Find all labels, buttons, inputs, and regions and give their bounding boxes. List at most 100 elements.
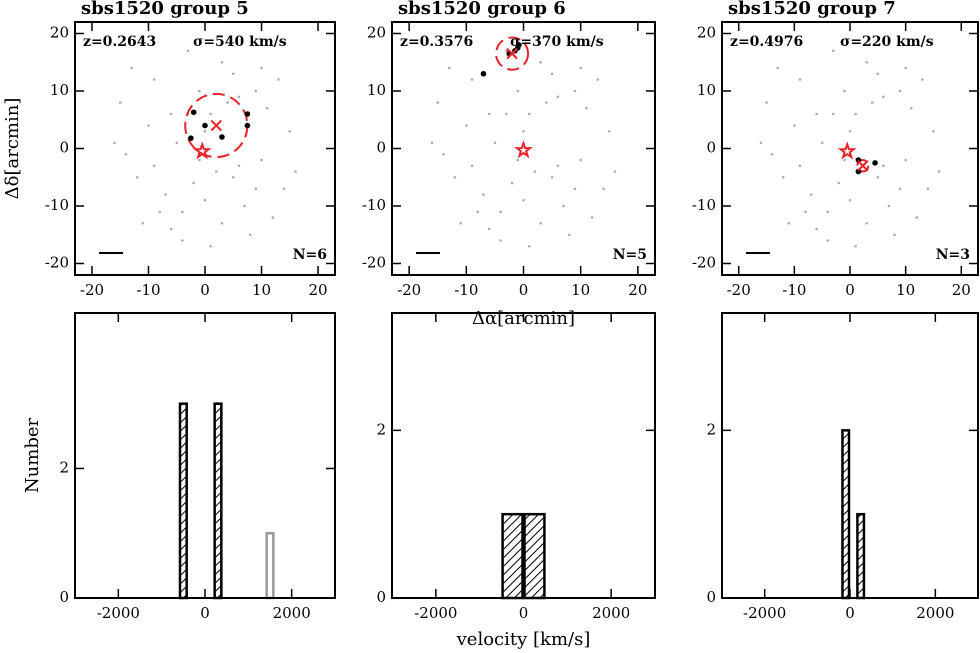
- target-star: [513, 140, 534, 159]
- x-tick-label: 10: [252, 281, 271, 299]
- background-galaxy: [226, 101, 229, 104]
- background-galaxy: [220, 60, 224, 64]
- background-galaxy: [487, 112, 491, 116]
- background-galaxy: [203, 198, 207, 202]
- member-galaxy: [872, 160, 878, 166]
- panel: -2000 0 2000 0 2: [706, 312, 979, 622]
- y-tick-label: 10: [697, 81, 716, 99]
- member-galaxy: [188, 135, 194, 141]
- background-galaxy: [430, 141, 434, 145]
- background-galaxy: [787, 221, 791, 225]
- y-tick-label: 0: [59, 139, 69, 157]
- background-galaxy: [820, 141, 824, 145]
- background-galaxy: [282, 187, 286, 191]
- background-galaxy: [527, 112, 531, 116]
- background-galaxy: [237, 164, 241, 168]
- background-galaxy: [243, 204, 246, 208]
- background-galaxy: [556, 95, 560, 99]
- background-galaxy: [465, 124, 468, 127]
- background-galaxy: [277, 78, 280, 81]
- panel-title: sbs1520 group 7: [728, 0, 896, 19]
- member-galaxy: [202, 122, 208, 129]
- panel-title: sbs1520 group 5: [81, 0, 249, 19]
- background-galaxy: [921, 78, 924, 81]
- panel: -2000 0 2000 0 2 Number: [22, 312, 336, 622]
- background-galaxy: [876, 175, 880, 179]
- background-galaxy: [898, 89, 902, 93]
- background-galaxy: [203, 129, 207, 133]
- background-galaxy: [265, 106, 269, 110]
- background-galaxy: [113, 141, 116, 145]
- background-galaxy: [169, 112, 173, 116]
- background-galaxy: [854, 244, 857, 248]
- x-tick-label: -20: [80, 281, 104, 299]
- background-galaxy: [181, 210, 184, 214]
- background-galaxy: [832, 49, 835, 53]
- background-galaxy: [876, 72, 880, 76]
- background-galaxy: [522, 198, 525, 202]
- y-tick-label: 2: [376, 420, 386, 438]
- background-galaxy: [254, 89, 258, 93]
- x-tick-label: 2000: [592, 604, 630, 622]
- background-galaxy: [470, 164, 474, 168]
- y-tick-label: 10: [50, 81, 69, 99]
- frame: [74, 21, 336, 276]
- background-galaxy: [215, 170, 218, 173]
- group-center: [857, 160, 869, 172]
- background-galaxy: [516, 158, 520, 162]
- background-galaxy: [158, 210, 162, 214]
- x-tick-label: 20: [952, 281, 971, 299]
- background-galaxy: [870, 101, 874, 104]
- hist-bar: [856, 512, 866, 600]
- background-galaxy: [793, 124, 796, 127]
- background-galaxy: [932, 129, 935, 133]
- y-tick-label: 10: [367, 81, 386, 99]
- background-galaxy: [510, 181, 514, 185]
- background-galaxy: [147, 124, 150, 127]
- background-galaxy: [288, 129, 292, 133]
- background-galaxy: [815, 227, 818, 231]
- background-galaxy: [198, 158, 201, 162]
- hist-bar: [841, 429, 851, 600]
- background-galaxy: [573, 187, 577, 191]
- background-galaxy: [198, 89, 201, 93]
- background-galaxy: [493, 141, 497, 145]
- member-galaxy: [516, 42, 522, 48]
- background-galaxy: [175, 141, 179, 145]
- x-tick-label: 0: [845, 281, 855, 299]
- background-galaxy: [181, 239, 184, 242]
- redshift: z=0.2643: [83, 34, 156, 50]
- background-galaxy: [848, 198, 852, 202]
- background-galaxy: [579, 66, 582, 70]
- background-galaxy: [442, 152, 445, 156]
- target-star: [192, 141, 212, 160]
- background-galaxy: [776, 66, 779, 70]
- dispersion: σ=370 km/s: [510, 34, 604, 50]
- member-galaxy: [480, 70, 487, 77]
- member-galaxy: [190, 109, 197, 116]
- panel-title: sbs1520 group 6: [398, 0, 566, 19]
- x-axis-label: velocity [km/s]: [456, 629, 591, 650]
- x-tick-label: -2000: [743, 604, 786, 622]
- background-galaxy: [141, 221, 145, 225]
- background-galaxy: [798, 78, 802, 81]
- y-tick-label: 20: [367, 24, 386, 42]
- background-galaxy: [130, 66, 133, 70]
- background-galaxy: [118, 101, 122, 104]
- x-tick-label: 20: [628, 281, 647, 299]
- x-tick-label: -10: [136, 281, 160, 299]
- background-galaxy: [522, 129, 525, 133]
- background-galaxy: [765, 101, 768, 104]
- x-tick-label: 10: [896, 281, 915, 299]
- background-galaxy: [770, 152, 774, 156]
- background-galaxy: [854, 112, 857, 116]
- background-galaxy: [453, 175, 457, 179]
- background-galaxy: [915, 216, 919, 219]
- background-galaxy: [260, 66, 263, 70]
- background-galaxy: [937, 170, 941, 173]
- background-galaxy: [887, 204, 891, 208]
- x-tick-label: 2000: [916, 604, 954, 622]
- background-galaxy: [533, 170, 537, 173]
- y-tick-label: -20: [362, 254, 386, 272]
- member-count: N=6: [293, 247, 327, 263]
